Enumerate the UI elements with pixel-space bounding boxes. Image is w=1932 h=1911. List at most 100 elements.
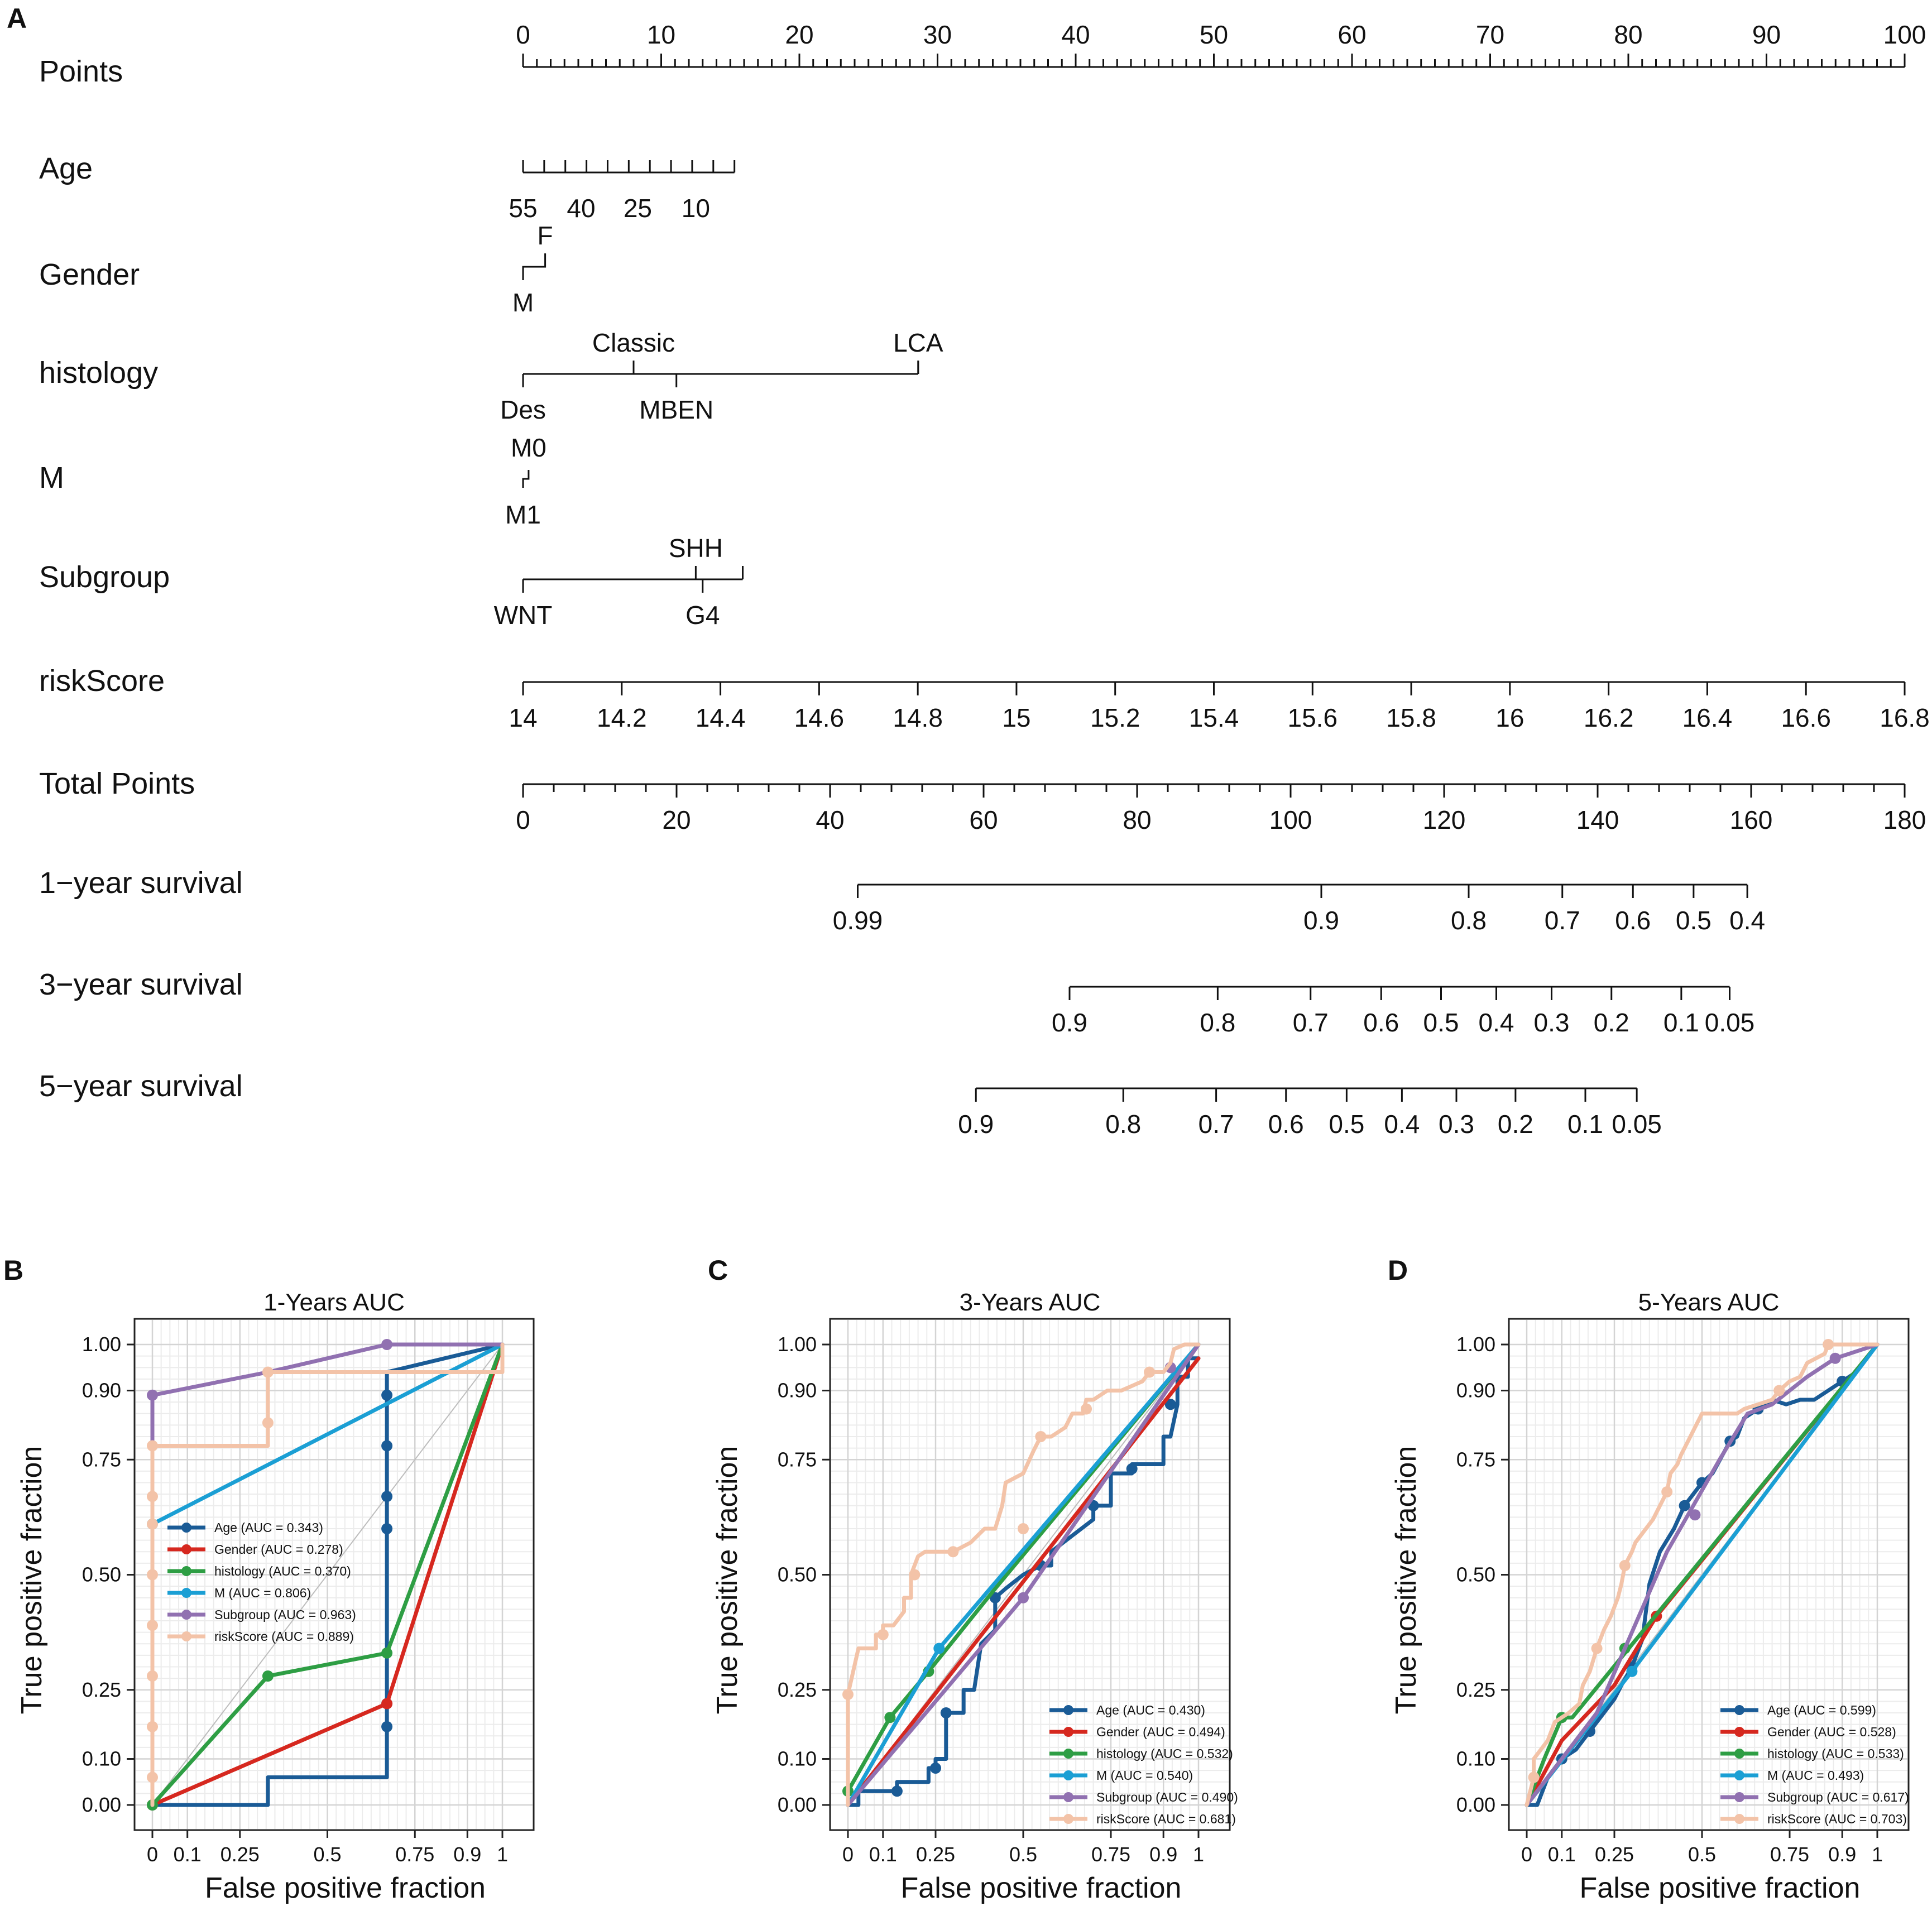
roc-b-series-age-point (381, 1440, 393, 1452)
nomo-riskscore-tick-label: 15.6 (1288, 703, 1338, 732)
roc-b-series-age-point (381, 1523, 393, 1534)
nomo-points-tick-label: 10 (647, 20, 675, 49)
nomo-riskscore-tick-label: 15.4 (1189, 703, 1239, 732)
roc-d-legend-riskscore-label: riskScore (AUC = 0.703) (1767, 1812, 1907, 1826)
roc-b-legend-age-marker (181, 1523, 191, 1533)
roc-b-series-histology-line (150, 1342, 505, 1807)
nomo-total-points-label: Total Points (39, 767, 195, 800)
roc-d-legend-subgroup-marker (1734, 1792, 1744, 1802)
nomo-total-points-tick-label: 60 (969, 805, 998, 834)
roc-c-series-riskscore-line (846, 1342, 1201, 1807)
roc-c-y-tick-label: 1.00 (778, 1333, 817, 1356)
roc-b-y-tick-label: 0.00 (82, 1793, 121, 1816)
nomo-riskscore-tick-label: 15.8 (1386, 703, 1436, 732)
roc-b-y-tick-label: 1.00 (82, 1333, 121, 1356)
roc-b-series-age-point (381, 1491, 393, 1502)
nomo-1-year-survival-tick-label: 0.5 (1676, 906, 1712, 935)
nomo-5-year-survival-tick-label: 0.05 (1612, 1110, 1662, 1139)
roc-b-series-riskscore-point (262, 1417, 274, 1429)
nomo-total-points-tick-label: 100 (1269, 805, 1312, 834)
roc-c-legend-m-label: M (AUC = 0.540) (1096, 1768, 1193, 1783)
roc-b-x-tick-label: 0.5 (313, 1843, 341, 1866)
roc-b-series-histology-point (262, 1670, 274, 1682)
roc-d-series-riskscore-point (1661, 1486, 1673, 1497)
roc-d-series-subgroup-point (1689, 1509, 1701, 1521)
nomo-m-tick-label: M0 (511, 433, 546, 462)
nomo-points-tick-label: 0 (516, 20, 530, 49)
nomo-5-year-survival-tick-label: 0.8 (1105, 1110, 1141, 1139)
roc-d-legend-m-marker (1734, 1770, 1744, 1780)
nomo-age-tick-label: 40 (567, 194, 595, 223)
roc-b-y-tick-label: 0.50 (82, 1563, 121, 1586)
roc-panel-3-year: C 3-Years AUC 0 0.1 0.25 0.5 0.75 0.9 1 0.00 0.10 0… (708, 1255, 1238, 1904)
nomo-1-year-survival-label: 1−year survival (39, 866, 243, 900)
nomo-riskscore-tick-label: 16.2 (1584, 703, 1634, 732)
roc-d-legend-age-marker (1734, 1705, 1744, 1715)
nomo-riskscore-tick-label: 15.2 (1090, 703, 1140, 732)
nomo-1-year-survival-tick-label: 0.8 (1451, 906, 1487, 935)
roc-b-y-tick-label: 0.75 (82, 1448, 121, 1471)
nomo-m-axis (522, 470, 530, 488)
roc-c-series-riskscore-point (1035, 1431, 1047, 1442)
roc-c-y-tick-label: 0.25 (778, 1678, 817, 1701)
roc-b-series-riskscore-point (147, 1620, 158, 1631)
roc-b-legend-riskscore-marker (181, 1631, 191, 1641)
roc-c-series-histology-point (884, 1712, 896, 1723)
roc-c-series-age-line (846, 1356, 1201, 1807)
roc-d-legend-subgroup-label: Subgroup (AUC = 0.617) (1767, 1790, 1909, 1804)
roc-b-series-subgroup-point (381, 1339, 393, 1350)
roc-d-legend-m-label: M (AUC = 0.493) (1767, 1768, 1864, 1783)
roc-b-y-tick-label: 0.25 (82, 1678, 121, 1701)
roc-d-x-tick-label: 0.1 (1548, 1843, 1576, 1866)
roc-b-legend-subgroup-marker (181, 1610, 191, 1620)
roc-d-legend-riskscore-marker (1734, 1814, 1744, 1824)
nomo-3-year-survival-tick-label: 0.1 (1663, 1008, 1699, 1037)
nomo-points-tick-label: 80 (1614, 20, 1642, 49)
roc-b-y-axis-title: True positive fraction (16, 1446, 48, 1715)
roc-b-letter: B (3, 1255, 23, 1286)
roc-c-legend-gender-marker (1063, 1727, 1073, 1737)
roc-d-series-age-point (1679, 1500, 1690, 1511)
roc-b-series-riskscore-point (147, 1491, 158, 1502)
roc-d-x-tick-label: 0.25 (1595, 1843, 1634, 1866)
nomo-3-year-survival-tick-label: 0.7 (1293, 1008, 1329, 1037)
roc-c-x-axis-title: False positive fraction (901, 1872, 1182, 1904)
roc-c-y-axis-title: True positive fraction (711, 1446, 744, 1715)
roc-c-x-tick-label: 0.1 (869, 1843, 897, 1866)
nomo-5-year-survival-tick-label: 0.1 (1567, 1110, 1603, 1139)
roc-b-series-riskscore-point (147, 1440, 158, 1452)
nomo-total-points-tick-label: 0 (516, 805, 530, 834)
roc-b-series-riskscore-point (262, 1366, 274, 1378)
roc-b-series-histology-point (381, 1647, 393, 1659)
nomo-gender-axis (522, 253, 546, 280)
roc-d-legend-age-label: Age (AUC = 0.599) (1767, 1703, 1876, 1717)
roc-d-legend-gender-label: Gender (AUC = 0.528) (1767, 1725, 1896, 1739)
nomo-riskscore-label: riskScore (39, 664, 165, 698)
nomo-3-year-survival-tick-label: 0.6 (1363, 1008, 1399, 1037)
roc-c-x-tick-label: 1 (1193, 1843, 1204, 1866)
roc-b-series-riskscore-point (147, 1569, 158, 1581)
roc-d-x-tick-label: 0.9 (1828, 1843, 1856, 1866)
nomo-5-year-survival-tick-label: 0.7 (1198, 1110, 1234, 1139)
roc-c-series-m-point (933, 1643, 945, 1654)
nomo-subgroup-label: Subgroup (39, 560, 170, 594)
nomo-total-points-tick-label: 140 (1576, 805, 1619, 834)
roc-c-y-tick-label: 0.10 (778, 1747, 817, 1770)
nomo-m-label: M (39, 461, 64, 494)
roc-b-x-tick-label: 0.1 (174, 1843, 202, 1866)
roc-b-x-tick-label: 1 (497, 1843, 508, 1866)
nomo-gender-tick-label: F (538, 221, 553, 250)
nomo-histology-tick-label: MBEN (639, 395, 713, 424)
roc-d-series-riskscore-line (1524, 1342, 1880, 1807)
roc-c-y-tick-label: 0.75 (778, 1448, 817, 1471)
nomo-histology-tick-label: Classic (592, 328, 675, 357)
nomo-points-label: Points (39, 55, 123, 88)
roc-d-series-riskscore-point (1823, 1339, 1834, 1350)
roc-b-reference-diagonal (152, 1344, 503, 1806)
nomo-riskscore-tick-label: 16.6 (1781, 703, 1831, 732)
roc-b-series-riskscore-point (147, 1518, 158, 1530)
nomo-total-points-tick-label: 40 (816, 805, 844, 834)
nomo-total-points-tick-label: 160 (1730, 805, 1773, 834)
